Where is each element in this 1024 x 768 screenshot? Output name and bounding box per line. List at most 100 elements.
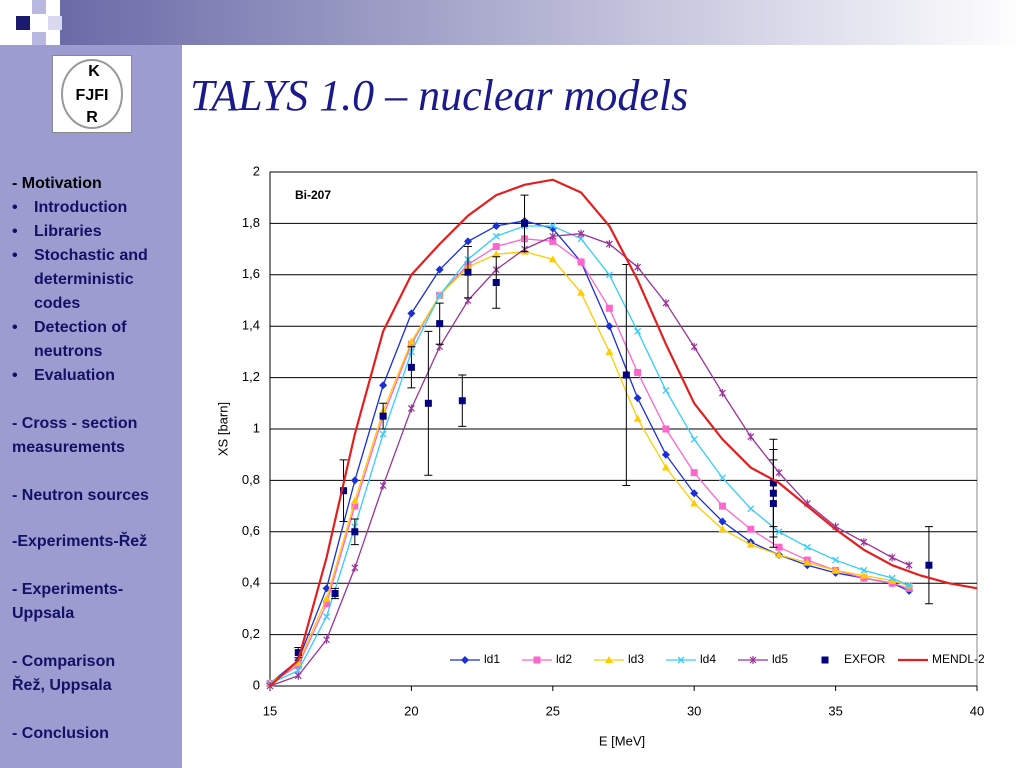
sidebar-line: codes [34, 295, 81, 312]
marker [690, 435, 698, 443]
marker [350, 476, 359, 485]
marker [577, 288, 586, 296]
sidebar-line: - Experiments- [12, 581, 124, 598]
marker [746, 540, 755, 548]
legend-label: ld5 [772, 652, 788, 666]
marker [888, 574, 896, 582]
series-line [269, 233, 910, 687]
legend-item: ld1 [450, 652, 500, 666]
deco [48, 16, 62, 30]
marker [662, 386, 670, 394]
marker [492, 250, 501, 258]
marker [458, 397, 466, 405]
marker [662, 425, 670, 433]
marker [340, 487, 348, 495]
marker [463, 237, 472, 246]
series-line [269, 178, 978, 687]
legend-label: ld4 [700, 652, 716, 666]
marker [661, 463, 670, 471]
legend-label: ld1 [484, 652, 500, 666]
logo-text: R [86, 109, 98, 126]
marker [860, 538, 868, 547]
marker [747, 505, 755, 513]
marker [492, 243, 500, 251]
marker [859, 571, 868, 579]
sidebar-line: Uppsala [12, 605, 75, 622]
marker [605, 656, 613, 663]
marker [821, 656, 829, 664]
marker [351, 528, 359, 536]
sidebar-item: Detection of neutrons [12, 316, 126, 364]
marker [379, 381, 388, 390]
sidebar-line: Detection of [12, 316, 126, 340]
legend-item: MENDL-2 [898, 652, 985, 666]
marker [605, 271, 613, 279]
sidebar-line: Stochastic and [12, 244, 148, 268]
marker [533, 656, 541, 664]
logo-art: K FJFI R [61, 59, 123, 129]
marker [622, 371, 630, 379]
marker [888, 553, 896, 562]
marker [662, 299, 670, 308]
marker [888, 576, 897, 584]
marker [549, 222, 557, 230]
slide-title: TALYS 1.0 – nuclear models [190, 71, 689, 120]
marker [407, 404, 415, 413]
marker [322, 594, 331, 602]
y-tick-label: 1 [253, 420, 260, 435]
marker [436, 320, 444, 328]
x-tick-label: 25 [546, 703, 560, 718]
x-tick-label: 20 [404, 703, 418, 718]
legend-label: ld2 [556, 652, 572, 666]
marker [323, 600, 331, 608]
marker [718, 517, 727, 526]
header-band [60, 0, 1024, 45]
logo: K FJFI R [52, 55, 132, 133]
annotation: Bi-207 [295, 188, 331, 202]
marker [323, 613, 331, 621]
marker [718, 502, 726, 510]
marker [577, 258, 585, 266]
marker [350, 496, 359, 504]
marker [775, 543, 783, 551]
series-line [269, 225, 910, 685]
marker [549, 237, 557, 245]
y-tick-label: 0,8 [242, 472, 260, 487]
sidebar-item: - Conclusion [12, 722, 109, 746]
x-axis-label: E [MeV] [599, 733, 645, 748]
marker [492, 279, 500, 287]
marker [690, 489, 699, 498]
marker [351, 502, 359, 510]
sidebar-line: Evaluation [12, 364, 115, 388]
legend-item: ld5 [738, 652, 788, 666]
marker [605, 304, 613, 312]
marker [521, 219, 529, 227]
sidebar-line: - Conclusion [12, 725, 109, 742]
marker [634, 368, 642, 376]
sidebar-line: measurements [12, 439, 125, 456]
marker [633, 414, 642, 422]
legend-item: ld3 [594, 652, 644, 666]
marker [634, 263, 642, 272]
deco [0, 0, 14, 14]
sidebar-item: - Motivation [12, 172, 102, 196]
marker [747, 525, 755, 533]
sidebar-item: - Experiments- Uppsala [12, 578, 123, 626]
sidebar-item: Libraries [12, 220, 102, 244]
sidebar-line: neutrons [34, 343, 103, 360]
deco [16, 16, 30, 30]
marker [605, 347, 614, 355]
marker [661, 450, 670, 459]
marker [379, 412, 387, 420]
marker [860, 566, 868, 574]
marker [677, 656, 685, 664]
deco [32, 0, 46, 14]
y-tick-label: 1,4 [242, 318, 260, 333]
marker [690, 342, 698, 351]
marker [294, 671, 302, 680]
y-tick-label: 0,6 [242, 523, 260, 538]
legend-label: EXFOR [844, 652, 886, 666]
y-axis-label: XS [barn] [215, 402, 230, 456]
marker [407, 337, 416, 345]
